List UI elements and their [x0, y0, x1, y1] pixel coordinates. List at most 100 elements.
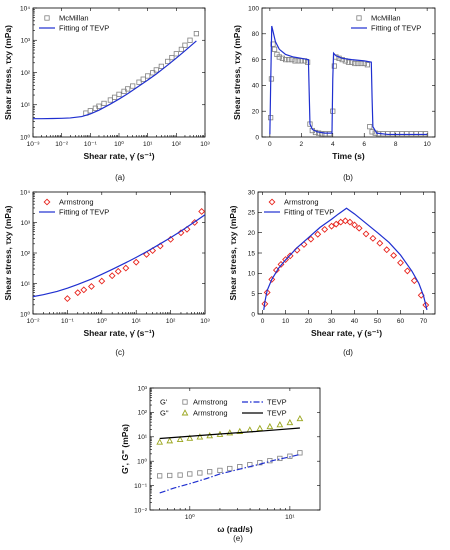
- x-tick-label: 10³: [200, 318, 210, 325]
- legend-marker: [268, 198, 276, 206]
- x-tick-label: 10²: [166, 318, 176, 325]
- x-tick-label: 10⁻¹: [84, 141, 98, 148]
- data-point: [187, 37, 193, 43]
- y-tick-label: 80: [252, 31, 260, 38]
- series-line: [263, 207, 428, 311]
- data-point: [404, 131, 410, 137]
- x-tick-label: 40: [351, 318, 359, 325]
- x-tick-label: 10: [424, 141, 432, 148]
- data-point: [217, 467, 223, 473]
- data-point: [389, 131, 396, 137]
- data-point: [87, 108, 93, 114]
- data-point: [422, 131, 429, 137]
- x-axis-label: Time (s): [332, 151, 365, 161]
- data-point: [319, 131, 325, 137]
- x-tick-label: 2: [300, 141, 304, 148]
- x-tick-label: 10⁻²: [55, 141, 69, 148]
- y-tick-label: 10⁰: [20, 133, 30, 141]
- x-tick-label: 10²: [172, 141, 182, 148]
- legend-text: Armstrong: [59, 198, 94, 207]
- x-tick-label: 10⁻²: [27, 318, 41, 325]
- plot-area: [268, 25, 429, 137]
- data-point: [74, 289, 82, 297]
- data-point: [316, 130, 322, 136]
- legend-text: Armstrong: [284, 198, 319, 207]
- data-point: [369, 129, 375, 135]
- plot-frame: [149, 387, 321, 511]
- data-point: [207, 469, 213, 475]
- y-axis-label: Shear stress, τxy (mPa): [232, 25, 242, 120]
- data-point: [186, 434, 194, 441]
- legend-text: Fitting of TEVP: [59, 208, 109, 217]
- x-tick-label: 10¹: [131, 318, 141, 325]
- data-point: [300, 241, 308, 248]
- data-point: [167, 472, 173, 479]
- data-point: [196, 433, 204, 440]
- legend-text: Fitting of TEVP: [284, 208, 334, 217]
- data-point: [287, 453, 293, 459]
- data-point: [268, 275, 276, 283]
- y-tick-label: 10⁴: [20, 189, 30, 196]
- data-point: [321, 225, 329, 233]
- x-tick-label: 10¹: [143, 141, 153, 148]
- x-tick-label: 30: [328, 318, 336, 325]
- data-point: [422, 301, 430, 309]
- y-tick-label: 30: [248, 189, 256, 196]
- data-point: [364, 62, 370, 68]
- data-point: [332, 220, 340, 228]
- y-tick-label: 10²: [21, 250, 31, 257]
- x-tick-label: 10¹: [285, 514, 295, 521]
- legend-text: Armstrong: [193, 409, 228, 418]
- data-point: [80, 286, 88, 294]
- plot-frame: [261, 7, 436, 138]
- panel-c-chart: 10⁻² 10⁻¹ 10⁰ 10¹ 10² 10³ 10⁰ 10¹ 10² 10³ 10⁴ Shear…: [3, 189, 211, 357]
- data-point: [296, 414, 304, 422]
- y-axis-label: Shear stress, τxy (mPa): [3, 205, 13, 300]
- data-point: [289, 57, 295, 63]
- legend-text: Fitting of TEVP: [59, 24, 109, 33]
- data-point: [140, 76, 146, 82]
- y-tick-label: 25: [248, 210, 256, 217]
- data-point: [173, 51, 179, 57]
- data-point: [327, 131, 333, 137]
- panel-caption: (e): [233, 534, 243, 543]
- x-tick-label: 10⁻³: [27, 141, 41, 148]
- series-line: [269, 25, 428, 136]
- data-point: [351, 221, 358, 229]
- data-point: [286, 252, 294, 260]
- y-tick-label: 10¹: [21, 102, 31, 109]
- y-tick-label: 10²: [21, 70, 31, 77]
- data-point: [286, 418, 294, 426]
- data-point: [292, 58, 298, 64]
- data-point: [197, 470, 203, 476]
- data-point: [187, 471, 193, 477]
- legend-text: Fitting of TEVP: [371, 24, 421, 33]
- panel-caption: (c): [115, 348, 125, 357]
- data-point: [367, 124, 373, 130]
- panel-caption: (d): [343, 348, 353, 357]
- data-point: [270, 41, 276, 47]
- data-point: [132, 258, 140, 266]
- legend-label: G': [160, 398, 168, 407]
- data-point: [166, 437, 174, 444]
- y-tick-label: 10⁰: [20, 310, 30, 318]
- data-point: [355, 224, 363, 232]
- data-point: [322, 131, 328, 137]
- x-axis-label: Shear rate, γ̇ (s⁻¹): [311, 328, 382, 338]
- x-tick-label: 0: [268, 141, 272, 148]
- data-point: [352, 60, 358, 67]
- data-point: [328, 222, 335, 230]
- y-tick-label: 10³: [21, 38, 31, 45]
- y-axis-label: Shear stress, τxy (mPa): [228, 205, 238, 300]
- data-point: [198, 208, 205, 215]
- data-point: [111, 94, 118, 100]
- legend-marker: [44, 15, 50, 21]
- data-point: [369, 234, 377, 242]
- x-tick-label: 10⁰: [97, 317, 107, 325]
- legend-label: G": [160, 409, 169, 418]
- data-point: [227, 465, 233, 472]
- x-tick-label: 10⁰: [114, 140, 124, 148]
- plot-area: [261, 207, 430, 311]
- panel-caption: (b): [343, 173, 353, 182]
- data-point: [282, 57, 289, 63]
